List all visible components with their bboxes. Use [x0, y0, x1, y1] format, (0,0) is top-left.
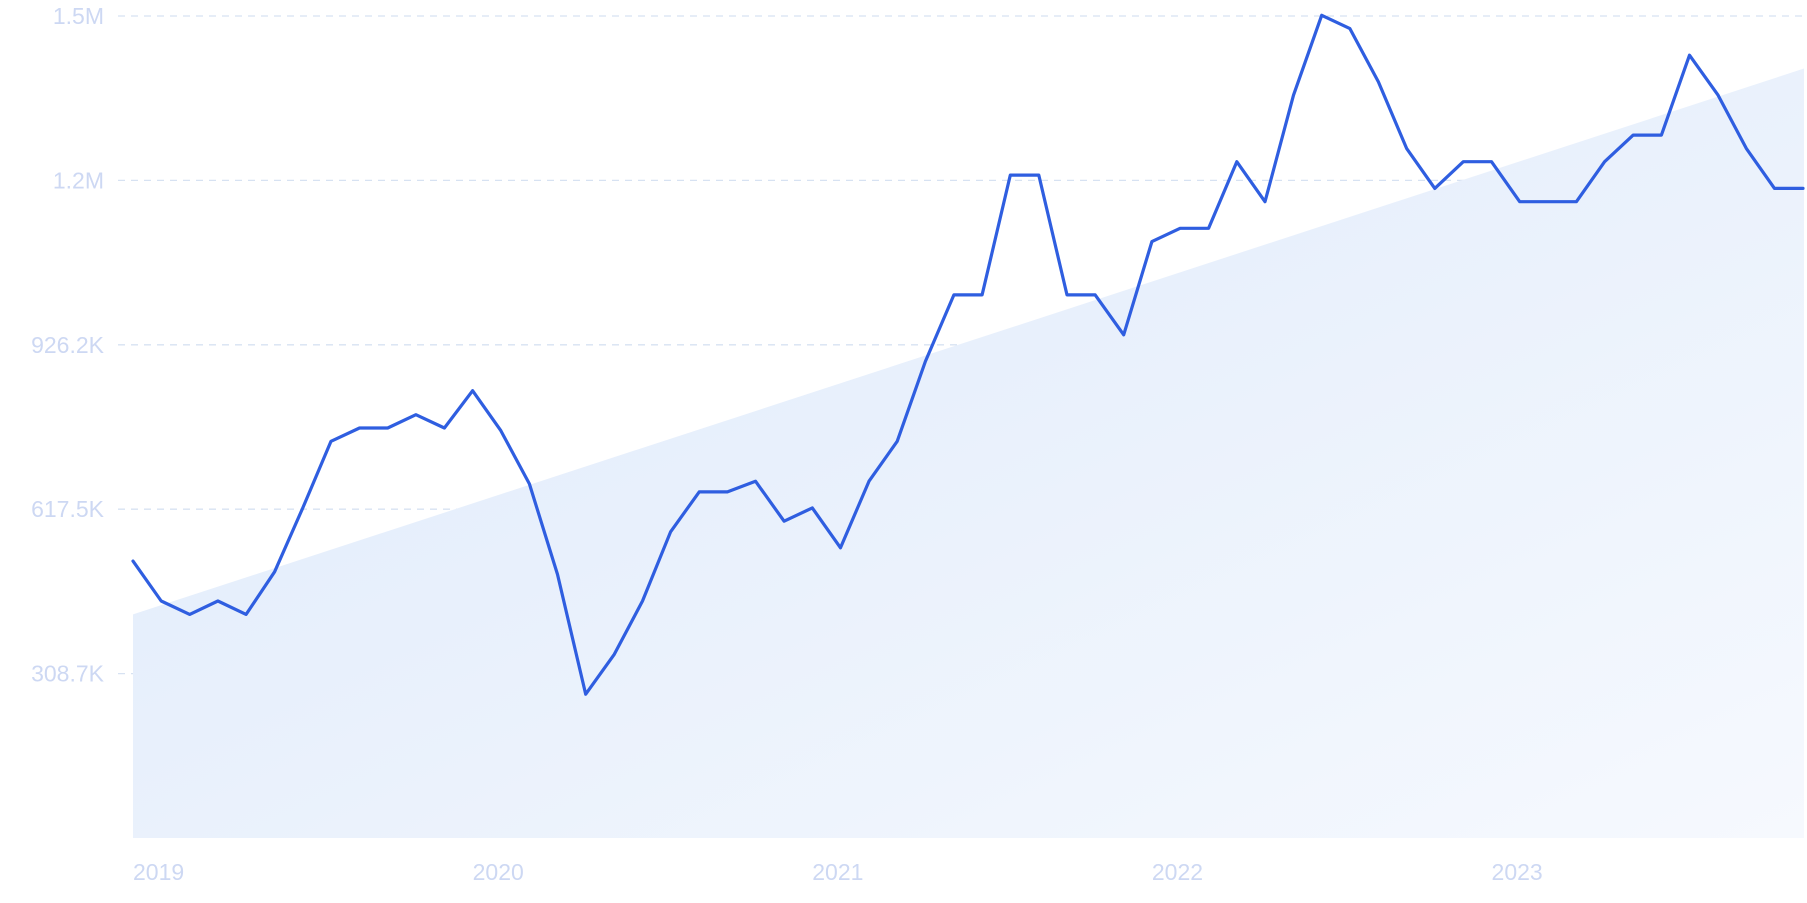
y-tick-label: 308.7K — [31, 661, 105, 687]
data-point — [612, 652, 616, 656]
data-point — [1461, 160, 1465, 164]
data-point — [1518, 200, 1522, 204]
data-point — [669, 530, 673, 534]
data-point — [1744, 146, 1748, 150]
data-point — [1348, 27, 1352, 31]
data-point — [1659, 133, 1663, 137]
data-point — [1376, 80, 1380, 84]
data-point — [1065, 293, 1069, 297]
data-point — [216, 599, 220, 603]
data-point — [499, 429, 503, 433]
data-point — [1546, 200, 1550, 204]
data-point — [1433, 186, 1437, 190]
y-tick-label: 1.5M — [53, 3, 104, 29]
x-axis-ticks: 2019 2020 2021 2022 2023 — [133, 859, 1543, 885]
data-point — [159, 599, 163, 603]
data-point — [838, 546, 842, 550]
data-point — [1235, 160, 1239, 164]
x-tick-label: 2020 — [473, 859, 524, 885]
x-tick-label: 2023 — [1492, 859, 1543, 885]
y-tick-label: 926.2K — [31, 332, 105, 358]
data-point — [1801, 186, 1805, 190]
x-tick-label: 2022 — [1152, 859, 1203, 885]
data-point — [1603, 160, 1607, 164]
data-point — [1178, 226, 1182, 230]
data-point — [725, 490, 729, 494]
data-point — [895, 439, 899, 443]
data-point — [1716, 93, 1720, 97]
data-point — [810, 506, 814, 510]
y-axis-ticks: 308.7K 617.5K 926.2K 1.2M 1.5M — [31, 3, 105, 687]
x-tick-label: 2021 — [812, 859, 863, 885]
data-point — [1405, 146, 1409, 150]
data-point — [1037, 173, 1041, 177]
data-point — [471, 389, 475, 393]
series-line — [131, 13, 1805, 696]
data-point — [980, 293, 984, 297]
data-point — [414, 413, 418, 417]
y-tick-label: 617.5K — [31, 496, 105, 522]
data-point — [1772, 186, 1776, 190]
data-point — [358, 426, 362, 430]
data-point — [1292, 93, 1296, 97]
data-point — [442, 426, 446, 430]
trend-area — [133, 68, 1804, 838]
data-point — [556, 572, 560, 576]
data-point — [923, 359, 927, 363]
data-point — [1490, 160, 1494, 164]
y-tick-label: 1.2M — [53, 167, 104, 193]
data-point — [1207, 226, 1211, 230]
data-point — [952, 293, 956, 297]
data-point — [782, 519, 786, 523]
data-point — [640, 599, 644, 603]
data-point — [867, 479, 871, 483]
data-point — [188, 612, 192, 616]
data-point — [697, 490, 701, 494]
x-tick-label: 2019 — [133, 859, 184, 885]
data-point — [1150, 240, 1154, 244]
data-point — [273, 570, 277, 574]
data-point — [1008, 173, 1012, 177]
data-point — [244, 612, 248, 616]
data-point — [329, 439, 333, 443]
data-point — [1574, 200, 1578, 204]
data-point — [754, 479, 758, 483]
data-point — [1093, 293, 1097, 297]
data-point — [301, 506, 305, 510]
data-point — [131, 559, 135, 563]
data-point — [386, 426, 390, 430]
data-point — [584, 692, 588, 696]
data-point — [527, 482, 531, 486]
data-point — [1122, 333, 1126, 337]
data-point — [1631, 133, 1635, 137]
data-point — [1688, 53, 1692, 57]
data-point — [1263, 200, 1267, 204]
data-point — [1320, 13, 1324, 17]
